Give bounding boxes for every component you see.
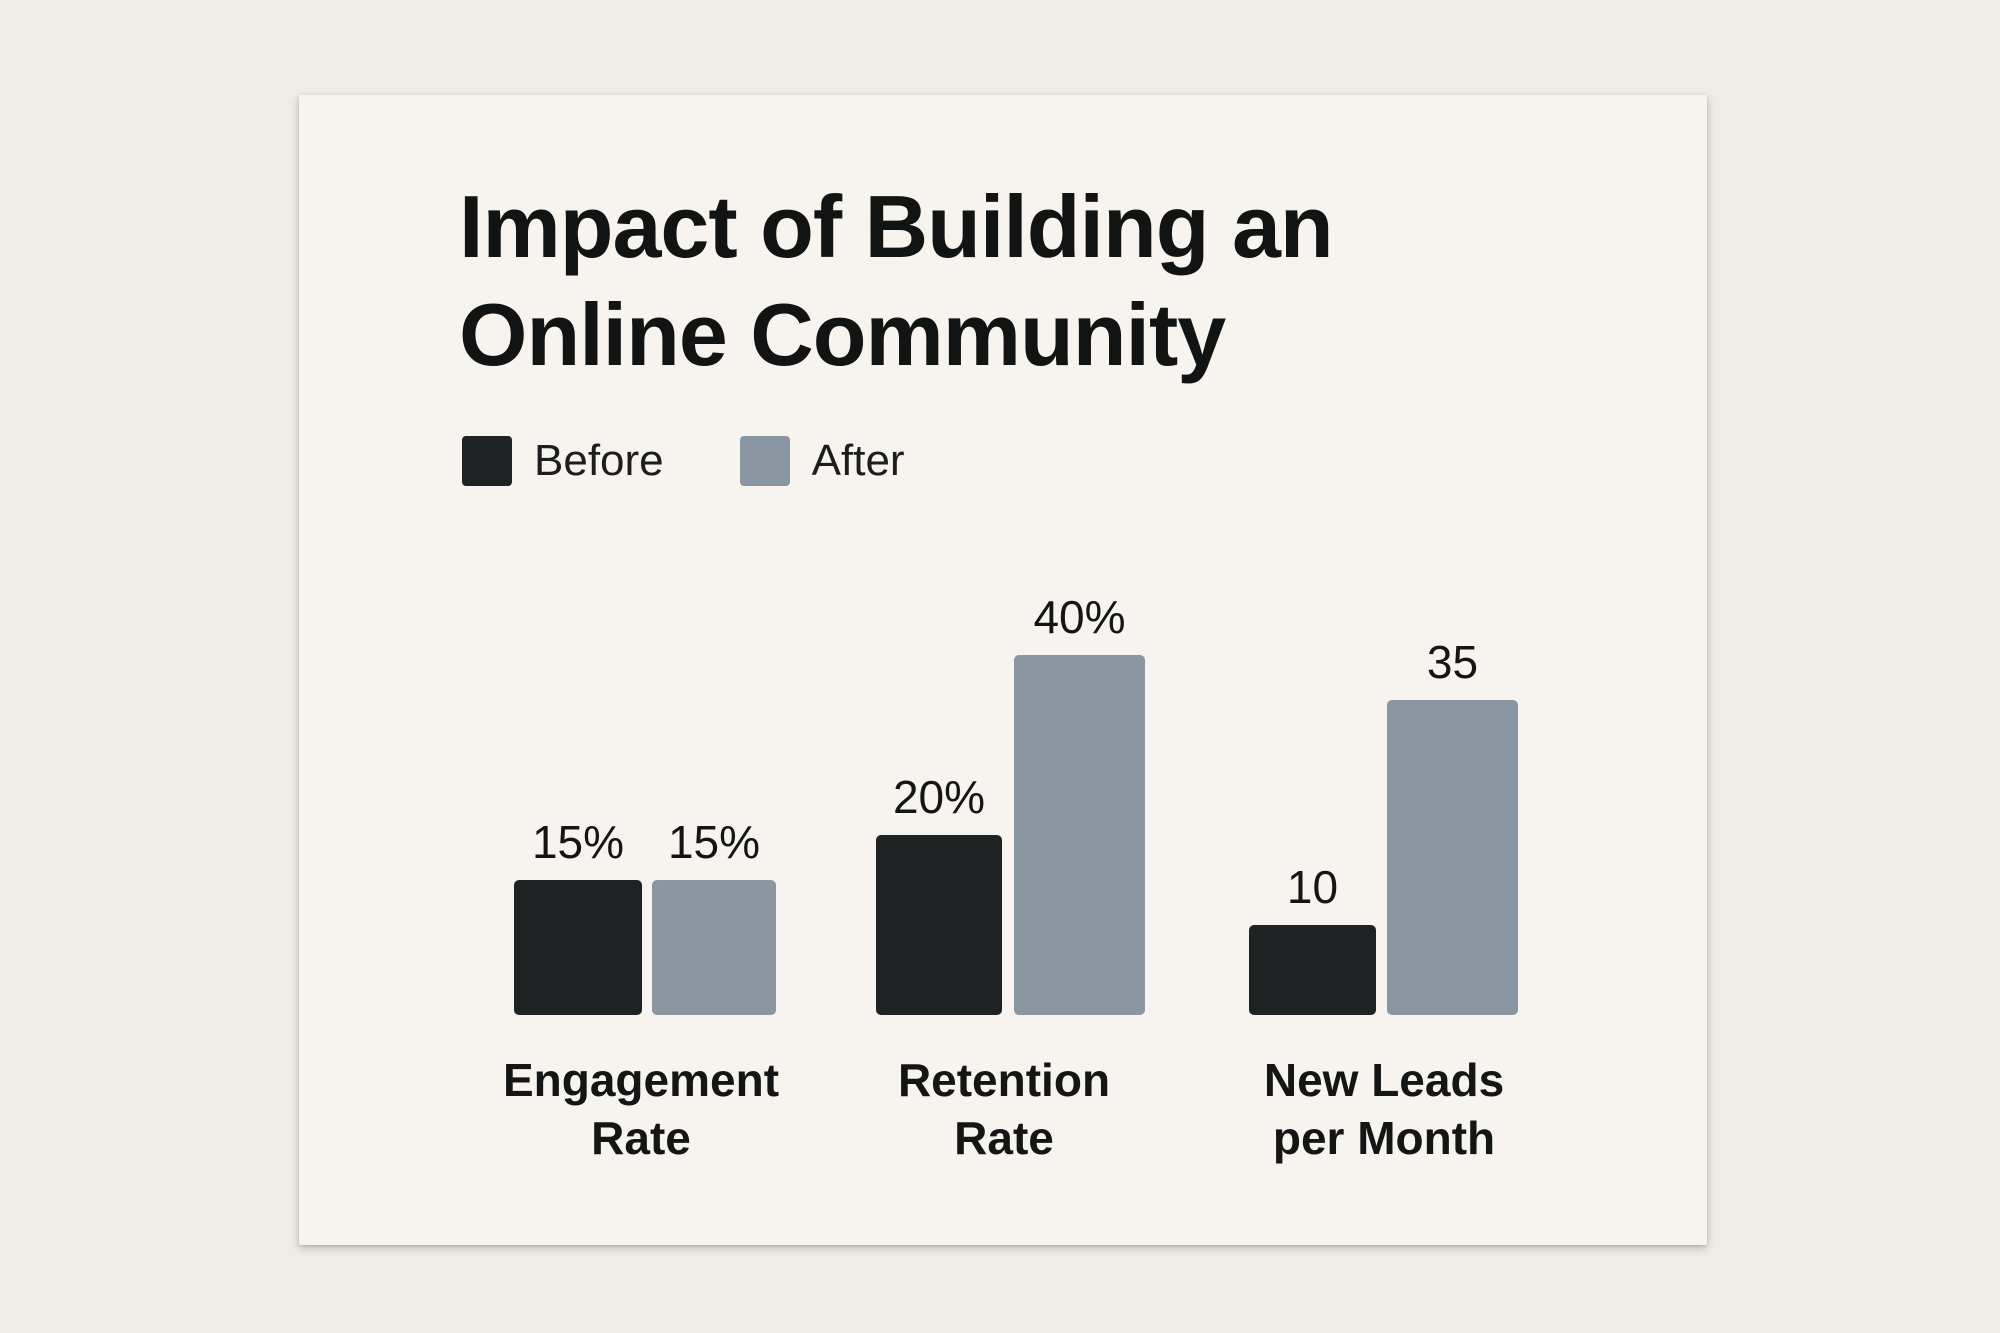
- category-label-retention-rate-line-1: Retention: [898, 1054, 1110, 1106]
- bar-retention-rate-after: [1014, 655, 1145, 1015]
- data-label-new-leads-per-month-before: 10: [1287, 861, 1338, 913]
- bar-chart-plot: 15% 15% Engagement Rate 20% 40% Retention Rate 1…: [503, 591, 1518, 1164]
- data-label-engagement-rate-before: 15%: [532, 816, 624, 868]
- legend-swatch-before: [462, 436, 512, 486]
- bar-retention-rate-before: [876, 835, 1002, 1015]
- legend-label-before: Before: [534, 436, 664, 485]
- chart-legend: Before After: [462, 435, 981, 487]
- legend-item-after: After: [739, 436, 905, 486]
- chart-card: Impact of Building an Online Community B…: [299, 95, 1707, 1245]
- chart-title-line-2: Online Community: [459, 285, 1226, 384]
- chart-title: Impact of Building an Online Community: [459, 173, 1559, 389]
- category-label-engagement-rate-line-2: Rate: [591, 1112, 691, 1164]
- bar-new-leads-per-month-before: [1249, 925, 1376, 1015]
- data-label-new-leads-per-month-after: 35: [1427, 636, 1478, 688]
- bar-new-leads-per-month-after: [1387, 700, 1518, 1015]
- legend-item-before: Before: [462, 436, 664, 486]
- category-label-new-leads-per-month-line-1: New Leads: [1264, 1054, 1504, 1106]
- chart-title-line-1: Impact of Building an: [459, 177, 1334, 276]
- data-label-retention-rate-before: 20%: [893, 771, 985, 823]
- category-label-engagement-rate-line-1: Engagement: [503, 1054, 779, 1106]
- bar-engagement-rate-before: [514, 880, 642, 1015]
- category-label-retention-rate-line-2: Rate: [954, 1112, 1054, 1164]
- bar-engagement-rate-after: [652, 880, 776, 1015]
- legend-swatch-after: [739, 436, 790, 486]
- data-label-retention-rate-after: 40%: [1033, 591, 1125, 643]
- data-label-engagement-rate-after: 15%: [668, 816, 760, 868]
- category-label-new-leads-per-month-line-2: per Month: [1273, 1112, 1495, 1164]
- legend-label-after: After: [811, 436, 905, 485]
